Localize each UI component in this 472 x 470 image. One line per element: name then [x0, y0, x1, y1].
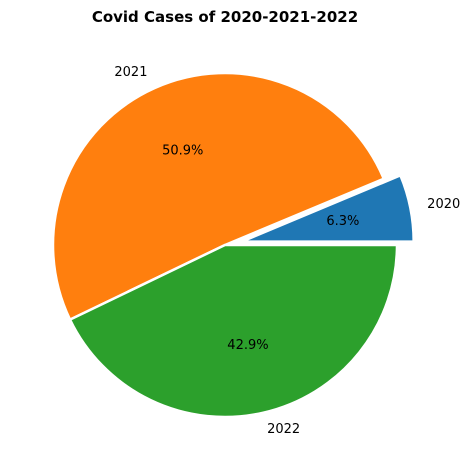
chart-title: Covid Cases of 2020-2021-2022	[92, 8, 358, 26]
category-label-2022: 2022	[267, 422, 300, 437]
category-label-2020: 2020	[427, 197, 460, 212]
percent-label-2020: 6.3%	[326, 214, 359, 229]
category-label-2021: 2021	[114, 65, 147, 80]
pie-labels: 6.3% 2020 50.9% 2021 42.9% 2022	[114, 65, 460, 437]
percent-label-2022: 42.9%	[227, 338, 268, 353]
percent-label-2021: 50.9%	[162, 143, 203, 158]
pie-slice-2020	[240, 174, 415, 243]
pie-slice-2022	[68, 243, 399, 419]
pie-slices	[51, 71, 415, 419]
pie-slice-2021	[51, 71, 385, 321]
